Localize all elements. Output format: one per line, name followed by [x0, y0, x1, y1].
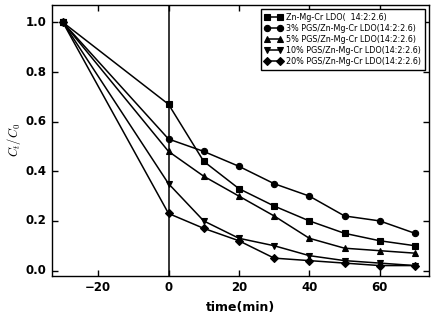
5% PGS/Zn-Mg-Cr LDO(14:2:2.6): [236, 194, 241, 198]
3% PGS/Zn-Mg-Cr LDO(14:2:2.6): [412, 231, 418, 235]
Zn-Mg-Cr LDO(  14:2:2.6): [166, 102, 171, 106]
3% PGS/Zn-Mg-Cr LDO(14:2:2.6): [307, 194, 312, 198]
5% PGS/Zn-Mg-Cr LDO(14:2:2.6): [412, 251, 418, 255]
Zn-Mg-Cr LDO(  14:2:2.6): [377, 239, 382, 243]
Line: 10% PGS/Zn-Mg-Cr LDO(14:2:2.6): 10% PGS/Zn-Mg-Cr LDO(14:2:2.6): [60, 19, 418, 269]
20% PGS/Zn-Mg-Cr LDO(14:2:2.6): [272, 256, 277, 260]
Line: 5% PGS/Zn-Mg-Cr LDO(14:2:2.6): 5% PGS/Zn-Mg-Cr LDO(14:2:2.6): [60, 19, 418, 256]
Zn-Mg-Cr LDO(  14:2:2.6): [272, 204, 277, 208]
20% PGS/Zn-Mg-Cr LDO(14:2:2.6): [201, 226, 206, 230]
3% PGS/Zn-Mg-Cr LDO(14:2:2.6): [60, 20, 66, 24]
5% PGS/Zn-Mg-Cr LDO(14:2:2.6): [307, 236, 312, 240]
20% PGS/Zn-Mg-Cr LDO(14:2:2.6): [166, 211, 171, 215]
Y-axis label: $C_t/C_0$: $C_t/C_0$: [5, 123, 23, 157]
20% PGS/Zn-Mg-Cr LDO(14:2:2.6): [60, 20, 66, 24]
Line: 20% PGS/Zn-Mg-Cr LDO(14:2:2.6): 20% PGS/Zn-Mg-Cr LDO(14:2:2.6): [60, 19, 418, 269]
10% PGS/Zn-Mg-Cr LDO(14:2:2.6): [307, 254, 312, 257]
X-axis label: time(min): time(min): [206, 301, 275, 314]
Zn-Mg-Cr LDO(  14:2:2.6): [307, 219, 312, 223]
5% PGS/Zn-Mg-Cr LDO(14:2:2.6): [201, 174, 206, 178]
20% PGS/Zn-Mg-Cr LDO(14:2:2.6): [342, 261, 347, 265]
10% PGS/Zn-Mg-Cr LDO(14:2:2.6): [412, 264, 418, 268]
Zn-Mg-Cr LDO(  14:2:2.6): [412, 244, 418, 248]
3% PGS/Zn-Mg-Cr LDO(14:2:2.6): [236, 164, 241, 168]
Zn-Mg-Cr LDO(  14:2:2.6): [60, 20, 66, 24]
Line: 3% PGS/Zn-Mg-Cr LDO(14:2:2.6): 3% PGS/Zn-Mg-Cr LDO(14:2:2.6): [60, 19, 418, 236]
20% PGS/Zn-Mg-Cr LDO(14:2:2.6): [236, 239, 241, 243]
10% PGS/Zn-Mg-Cr LDO(14:2:2.6): [201, 219, 206, 223]
Line: Zn-Mg-Cr LDO(  14:2:2.6): Zn-Mg-Cr LDO( 14:2:2.6): [60, 19, 418, 249]
Zn-Mg-Cr LDO(  14:2:2.6): [342, 231, 347, 235]
20% PGS/Zn-Mg-Cr LDO(14:2:2.6): [412, 264, 418, 268]
10% PGS/Zn-Mg-Cr LDO(14:2:2.6): [342, 259, 347, 263]
3% PGS/Zn-Mg-Cr LDO(14:2:2.6): [272, 182, 277, 186]
10% PGS/Zn-Mg-Cr LDO(14:2:2.6): [166, 182, 171, 186]
3% PGS/Zn-Mg-Cr LDO(14:2:2.6): [201, 150, 206, 153]
Zn-Mg-Cr LDO(  14:2:2.6): [201, 160, 206, 163]
10% PGS/Zn-Mg-Cr LDO(14:2:2.6): [272, 244, 277, 248]
3% PGS/Zn-Mg-Cr LDO(14:2:2.6): [377, 219, 382, 223]
10% PGS/Zn-Mg-Cr LDO(14:2:2.6): [377, 261, 382, 265]
3% PGS/Zn-Mg-Cr LDO(14:2:2.6): [342, 214, 347, 218]
5% PGS/Zn-Mg-Cr LDO(14:2:2.6): [342, 246, 347, 250]
Zn-Mg-Cr LDO(  14:2:2.6): [236, 187, 241, 190]
5% PGS/Zn-Mg-Cr LDO(14:2:2.6): [60, 20, 66, 24]
20% PGS/Zn-Mg-Cr LDO(14:2:2.6): [377, 264, 382, 268]
10% PGS/Zn-Mg-Cr LDO(14:2:2.6): [236, 236, 241, 240]
5% PGS/Zn-Mg-Cr LDO(14:2:2.6): [377, 249, 382, 253]
Legend: Zn-Mg-Cr LDO(  14:2:2.6), 3% PGS/Zn-Mg-Cr LDO(14:2:2.6), 5% PGS/Zn-Mg-Cr LDO(14:: Zn-Mg-Cr LDO( 14:2:2.6), 3% PGS/Zn-Mg-Cr…: [261, 9, 425, 70]
10% PGS/Zn-Mg-Cr LDO(14:2:2.6): [60, 20, 66, 24]
20% PGS/Zn-Mg-Cr LDO(14:2:2.6): [307, 259, 312, 263]
3% PGS/Zn-Mg-Cr LDO(14:2:2.6): [166, 137, 171, 141]
5% PGS/Zn-Mg-Cr LDO(14:2:2.6): [272, 214, 277, 218]
5% PGS/Zn-Mg-Cr LDO(14:2:2.6): [166, 150, 171, 153]
